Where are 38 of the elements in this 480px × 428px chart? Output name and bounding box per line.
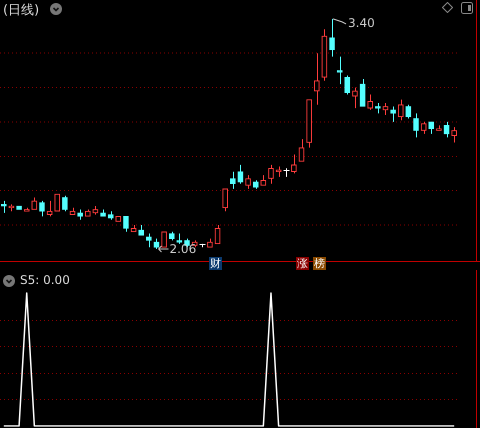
candlestick	[329, 18, 335, 58]
candlestick	[222, 188, 228, 212]
candlestick	[398, 99, 404, 121]
candlestick	[382, 102, 388, 116]
chart-title: (日线)	[3, 2, 40, 19]
candlestick	[62, 195, 68, 212]
candlestick	[406, 104, 412, 119]
candlestick	[214, 224, 220, 244]
candlestick	[413, 112, 419, 138]
annotation: 榜	[313, 257, 326, 270]
annotation: 2.06	[169, 242, 196, 256]
candlestick	[298, 138, 304, 162]
candlestick	[146, 233, 152, 248]
candlestick	[420, 121, 426, 134]
candlestick	[352, 87, 358, 109]
candlestick	[32, 196, 38, 210]
candlestick	[268, 164, 274, 184]
candlestick	[360, 78, 366, 107]
annotation: 财	[209, 257, 222, 270]
annotation: 涨	[296, 257, 309, 270]
candlestick	[245, 174, 251, 190]
candlestick	[77, 208, 83, 220]
annotation: 3.40	[348, 16, 375, 30]
candlestick	[367, 94, 374, 110]
candlestick	[161, 231, 167, 248]
candlestick	[230, 171, 236, 190]
chart-title: S5: 0.00	[20, 273, 70, 287]
candlestick	[123, 216, 129, 232]
candlestick	[154, 238, 160, 250]
candlestick	[54, 194, 60, 212]
candlestick	[344, 75, 350, 95]
candlestick	[390, 106, 396, 122]
candlestick	[451, 126, 458, 144]
candlestick	[314, 52, 320, 106]
candlestick	[238, 164, 244, 184]
candlestick	[291, 154, 297, 174]
candlestick	[260, 174, 266, 186]
candlestick	[46, 200, 52, 217]
